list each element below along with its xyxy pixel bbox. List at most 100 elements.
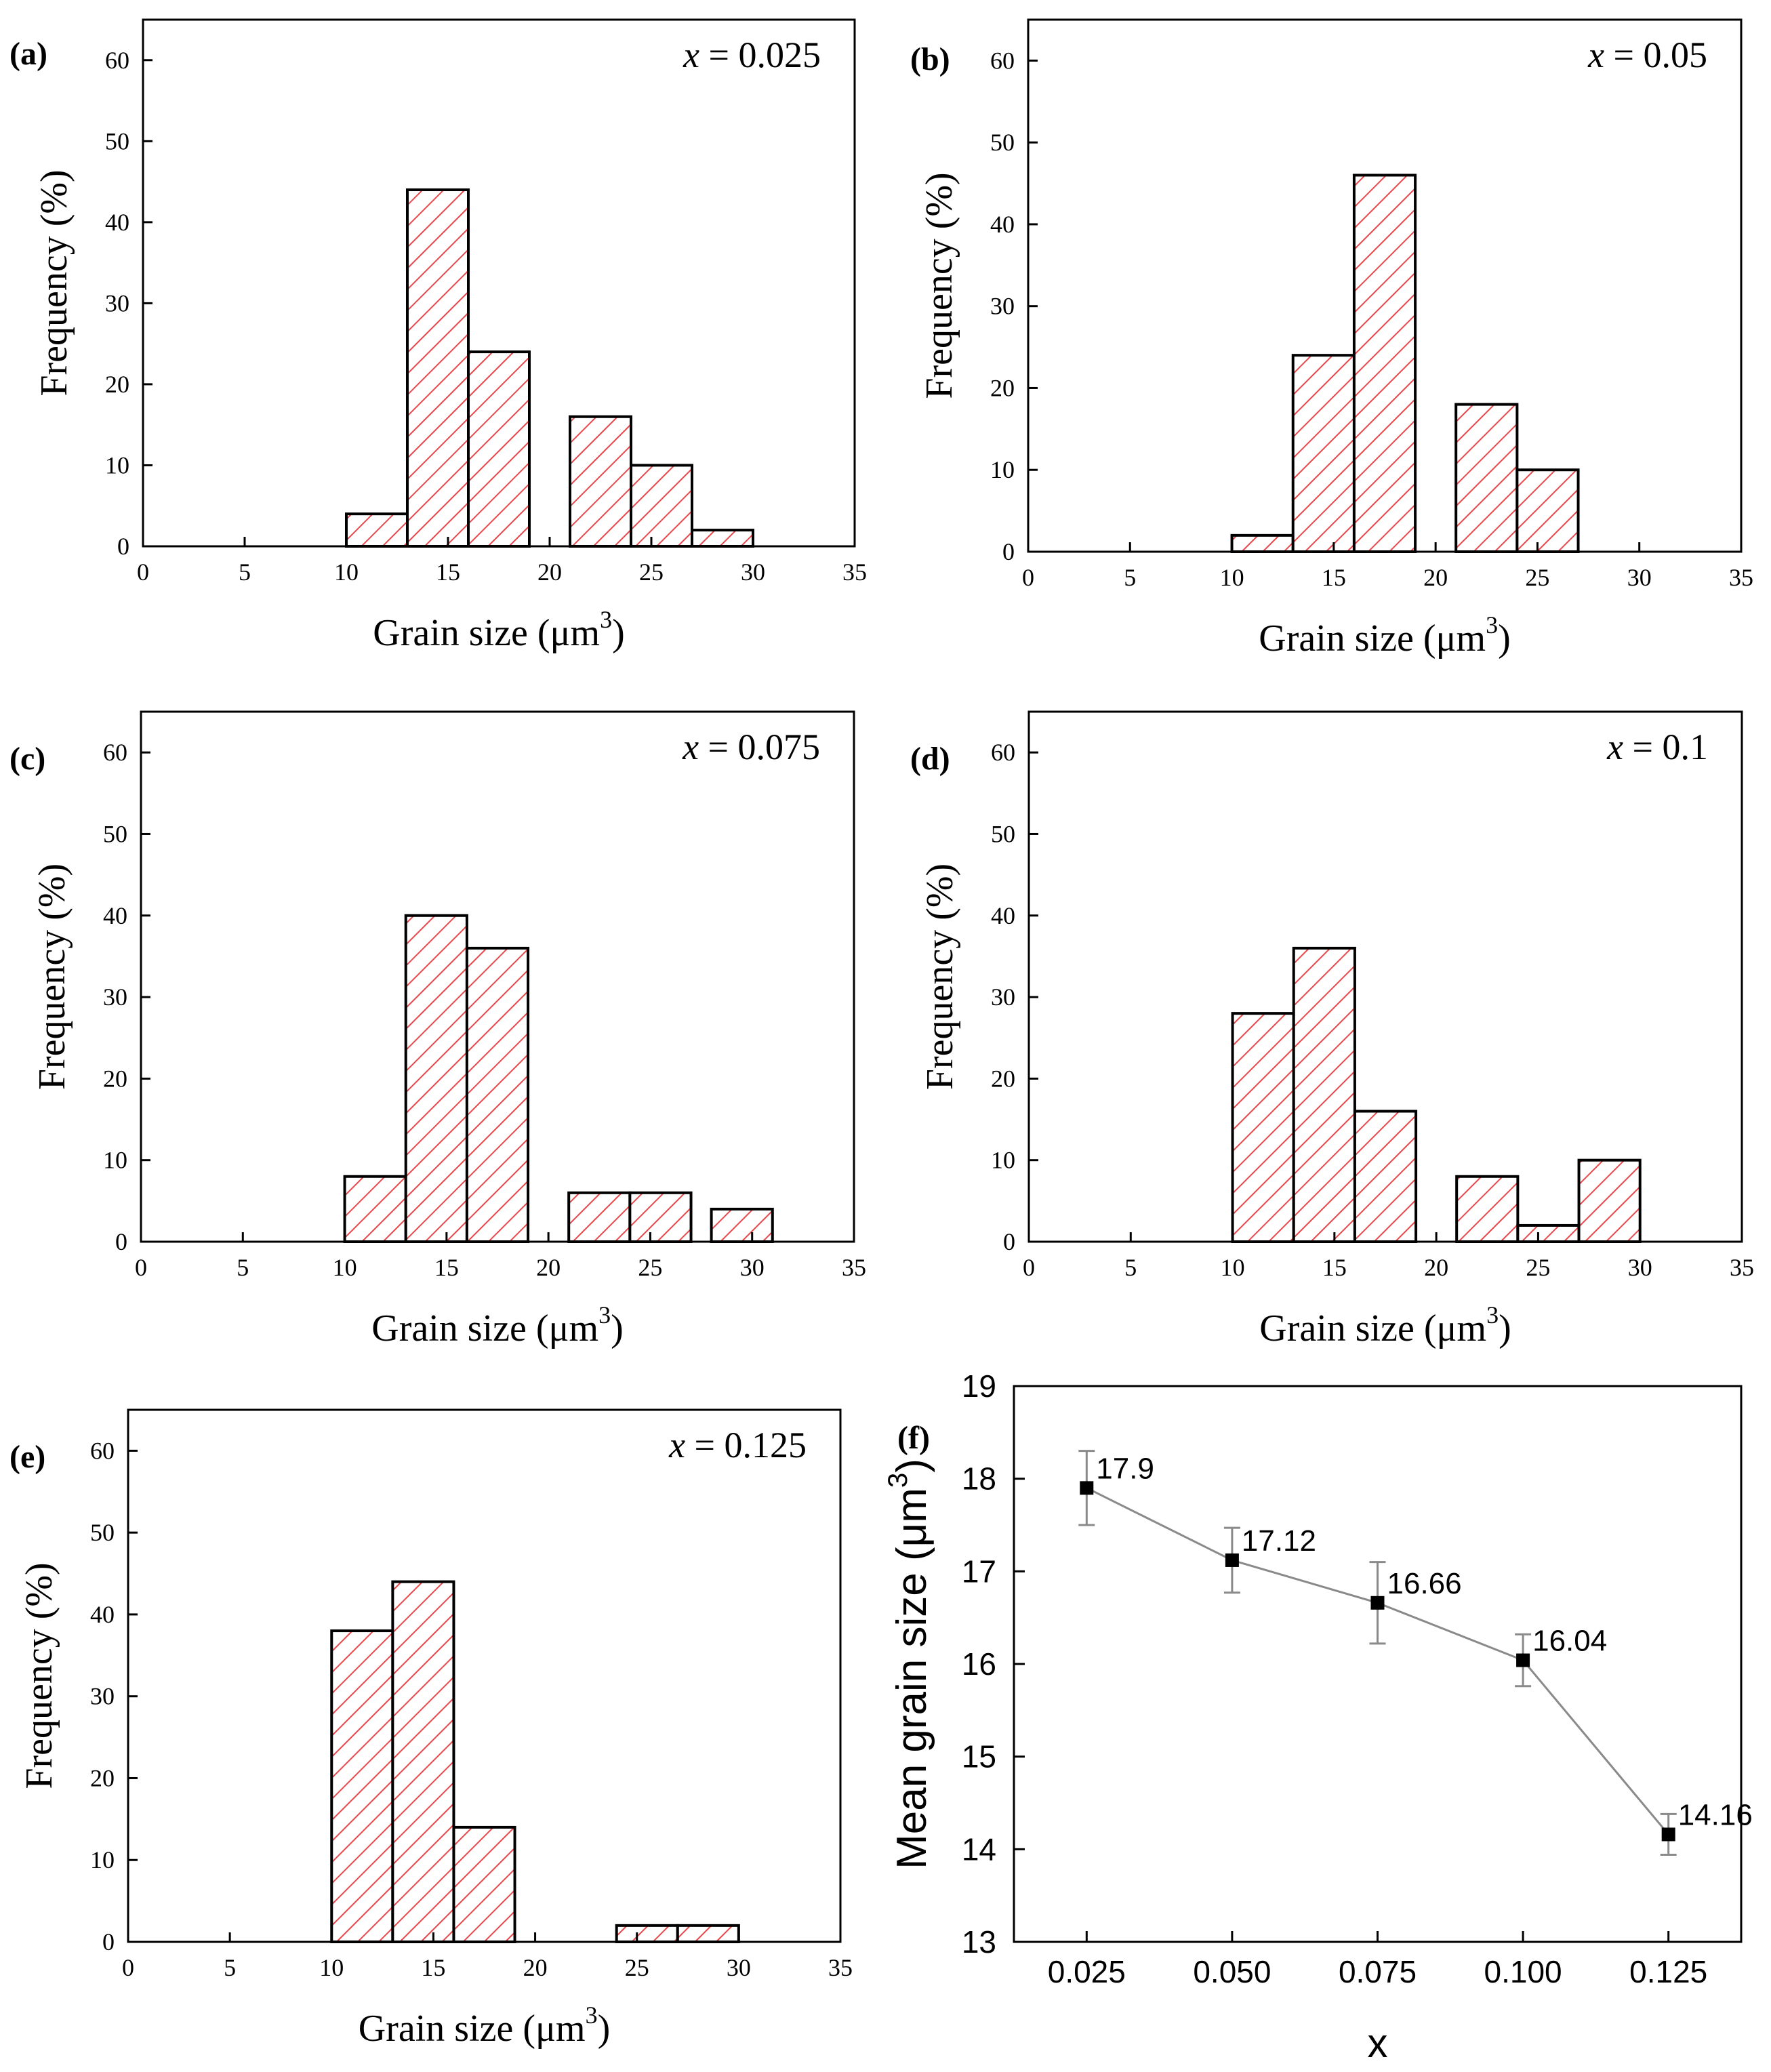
histogram-bar: [1230, 533, 1295, 553]
x-axis-label-unit: μm: [1436, 1307, 1486, 1349]
x-tick-label: 20: [537, 558, 562, 586]
data-point-label: 16.66: [1387, 1567, 1462, 1600]
x-axis-label-unit: μm: [550, 612, 600, 654]
panel-label: (f): [897, 1420, 930, 1456]
x-axis-label-unit: μm: [1436, 617, 1486, 659]
x-tick-label: 0.075: [1339, 1954, 1417, 1989]
x-tick-label: 35: [1730, 1254, 1754, 1281]
x-axis-label-suffix: ): [1499, 1307, 1511, 1349]
x-tick-label: 35: [842, 1254, 866, 1281]
histogram-bar: [406, 188, 470, 548]
histogram-bar: [345, 512, 409, 548]
x-axis-label: x: [1368, 2020, 1388, 2066]
x-tick-label: 30: [727, 1954, 751, 1981]
annotation-value: = 0.025: [699, 35, 821, 75]
plot-frame: [127, 1408, 842, 1943]
y-axis-label-superscript: 3: [883, 1473, 913, 1488]
y-tick-label: 10: [990, 456, 1015, 483]
histogram-bar: [567, 1191, 632, 1244]
x-tick-label: 25: [639, 558, 664, 586]
histogram-bar: [465, 946, 530, 1244]
y-tick-label: 15: [962, 1739, 996, 1774]
x-tick-label: 35: [842, 558, 867, 586]
x-axis-label-suffix: ): [612, 612, 625, 654]
histogram-bar: [1352, 174, 1417, 553]
x-axis-label-superscript: 3: [586, 2002, 598, 2029]
x-axis-label-superscript: 3: [598, 1301, 611, 1328]
histogram-bar: [330, 1629, 394, 1943]
y-tick-label: 0: [1003, 1228, 1015, 1255]
x-axis-label: Grain size (μm3): [1259, 1301, 1511, 1349]
series-line: [1086, 1486, 1669, 1835]
y-tick-label: 40: [991, 902, 1015, 929]
y-tick-label: 60: [90, 1437, 115, 1464]
histogram-bar: [1515, 468, 1580, 554]
x-tick-label: 0: [122, 1954, 134, 1981]
y-tick-label: 20: [991, 1065, 1015, 1092]
y-tick-label: 18: [962, 1461, 996, 1497]
y-tick-label: 30: [105, 289, 129, 317]
histogram-panel-c: 0 5 10 15 20 25 30 35 0 10 20 30 40 50 60 (c) x = 0.075 G…: [9, 710, 866, 1349]
plot-frame: [1027, 710, 1743, 1243]
x-axis-label-text: Grain size (: [1259, 617, 1436, 659]
y-tick-label: 10: [103, 1147, 127, 1174]
data-point-marker: [1661, 1827, 1675, 1842]
y-axis-label: Frequency (%): [18, 1562, 60, 1789]
x-tick-label: 15: [1322, 1254, 1347, 1281]
y-axis-label-text: Mean grain size (μm: [889, 1488, 935, 1869]
composition-annotation: x = 0.125: [668, 1425, 807, 1465]
x-tick-label: 30: [741, 558, 765, 586]
y-axis-label: Frequency (%): [918, 172, 960, 399]
x-tick-label: 25: [625, 1954, 649, 1981]
y-tick-label: 10: [90, 1846, 115, 1873]
x-tick-label: 15: [421, 1954, 445, 1981]
histogram-bar: [452, 1825, 516, 1944]
histogram-bar: [691, 529, 754, 548]
y-axis-label: Frequency (%): [33, 169, 75, 396]
composition-annotation: x = 0.1: [1606, 727, 1708, 767]
histogram-bar: [391, 1580, 455, 1944]
y-tick-label: 10: [991, 1147, 1015, 1174]
composition-annotation: x = 0.025: [683, 35, 821, 75]
y-tick-label: 20: [105, 371, 129, 398]
y-tick-label: 50: [90, 1519, 115, 1546]
y-tick-label: 30: [103, 983, 127, 1011]
y-tick-label: 60: [990, 47, 1015, 74]
y-tick-label: 60: [105, 47, 129, 74]
panel-label: (e): [9, 1439, 45, 1475]
y-tick-label: 50: [990, 129, 1015, 156]
x-tick-label: 15: [436, 558, 460, 586]
y-tick-label: 30: [991, 983, 1015, 1011]
y-tick-label: 10: [105, 451, 129, 479]
y-tick-label: 60: [103, 739, 127, 766]
x-axis-label-suffix: ): [598, 2008, 611, 2050]
y-tick-label: 20: [103, 1065, 127, 1092]
histogram-bar: [615, 1924, 679, 1944]
y-tick-label: 40: [90, 1601, 115, 1628]
panel-label: (c): [9, 741, 45, 777]
x-axis-label-superscript: 3: [1486, 1301, 1499, 1328]
y-tick-label: 0: [117, 533, 129, 560]
data-point-label: 16.04: [1532, 1625, 1607, 1658]
data-point-label: 17.12: [1242, 1524, 1316, 1558]
histogram-bar: [676, 1924, 740, 1944]
x-tick-label: 10: [334, 558, 359, 586]
annotation-variable: x: [1587, 35, 1604, 75]
x-tick-label: 10: [319, 1954, 344, 1981]
x-tick-label: 20: [523, 1954, 548, 1981]
annotation-variable: x: [1606, 727, 1623, 767]
x-tick-label: 5: [1124, 564, 1136, 591]
x-tick-label: 0.050: [1193, 1954, 1271, 1989]
plot-frame: [140, 710, 855, 1243]
y-tick-label: 40: [990, 211, 1015, 238]
histogram-bar: [1291, 354, 1356, 554]
x-axis-label-text: Grain size (: [371, 1307, 548, 1349]
data-point-marker: [1516, 1653, 1530, 1667]
y-tick-label: 16: [962, 1646, 996, 1682]
annotation-value: = 0.075: [699, 727, 820, 767]
data-point-marker: [1225, 1553, 1239, 1567]
y-tick-label: 13: [962, 1924, 996, 1959]
x-axis-label-text: Grain size (: [373, 612, 550, 654]
x-axis-label-unit: μm: [535, 2008, 586, 2050]
y-tick-label: 14: [962, 1831, 996, 1867]
